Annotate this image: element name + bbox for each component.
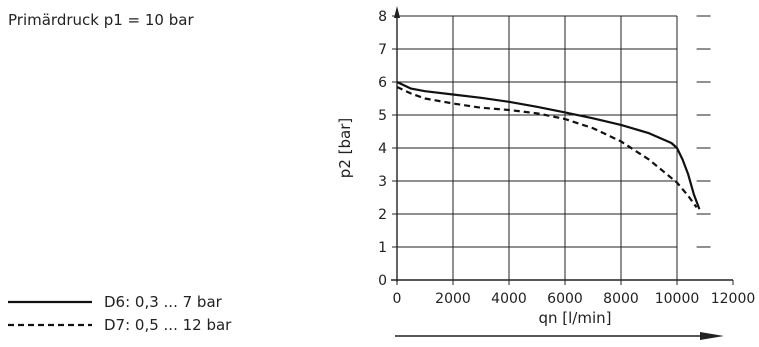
x-tick-label: 8000 bbox=[603, 291, 639, 307]
x-tick-label: 12000 bbox=[711, 291, 756, 307]
x-tick-label: 2000 bbox=[435, 291, 471, 307]
x-direction-arrow-head bbox=[700, 332, 724, 340]
y-tick-label: 3 bbox=[378, 174, 387, 190]
legend-label: D7: 0,5 ... 12 bar bbox=[104, 316, 232, 334]
primary-pressure-note: Primärdruck p1 = 10 bar bbox=[8, 11, 194, 29]
x-tick-label: 0 bbox=[393, 291, 402, 307]
y-tick-label: 4 bbox=[378, 141, 387, 157]
x-axis-label: qn [l/min] bbox=[538, 309, 611, 327]
x-tick-label: 10000 bbox=[655, 291, 700, 307]
y-axis-label: p2 [bar] bbox=[336, 118, 354, 178]
y-tick-label: 2 bbox=[378, 207, 387, 223]
grid bbox=[397, 15, 711, 280]
tick-labels: 0 1 2 3 4 5 6 7 8 0 2000 4000 6000 8000 10000 12000 bbox=[378, 9, 755, 307]
series-line-d7 bbox=[396, 86, 698, 209]
axes bbox=[391, 6, 734, 340]
x-tick-label: 6000 bbox=[547, 291, 583, 307]
legend-label: D6: 0,3 ... 7 bar bbox=[104, 293, 223, 311]
x-tick-label: 4000 bbox=[491, 291, 527, 307]
legend: D6: 0,3 ... 7 bar D7: 0,5 ... 12 bar bbox=[8, 293, 232, 334]
series-lines bbox=[396, 81, 701, 210]
y-axis-arrow bbox=[394, 6, 400, 18]
y-tick-label: 7 bbox=[378, 42, 387, 58]
y-tick-label: 8 bbox=[378, 9, 387, 25]
y-tick-label: 6 bbox=[378, 75, 387, 91]
series-line-d6 bbox=[396, 81, 701, 210]
y-tick-label: 5 bbox=[378, 108, 387, 124]
y-tick-label: 1 bbox=[378, 240, 387, 256]
y-tick-label: 0 bbox=[378, 273, 387, 289]
